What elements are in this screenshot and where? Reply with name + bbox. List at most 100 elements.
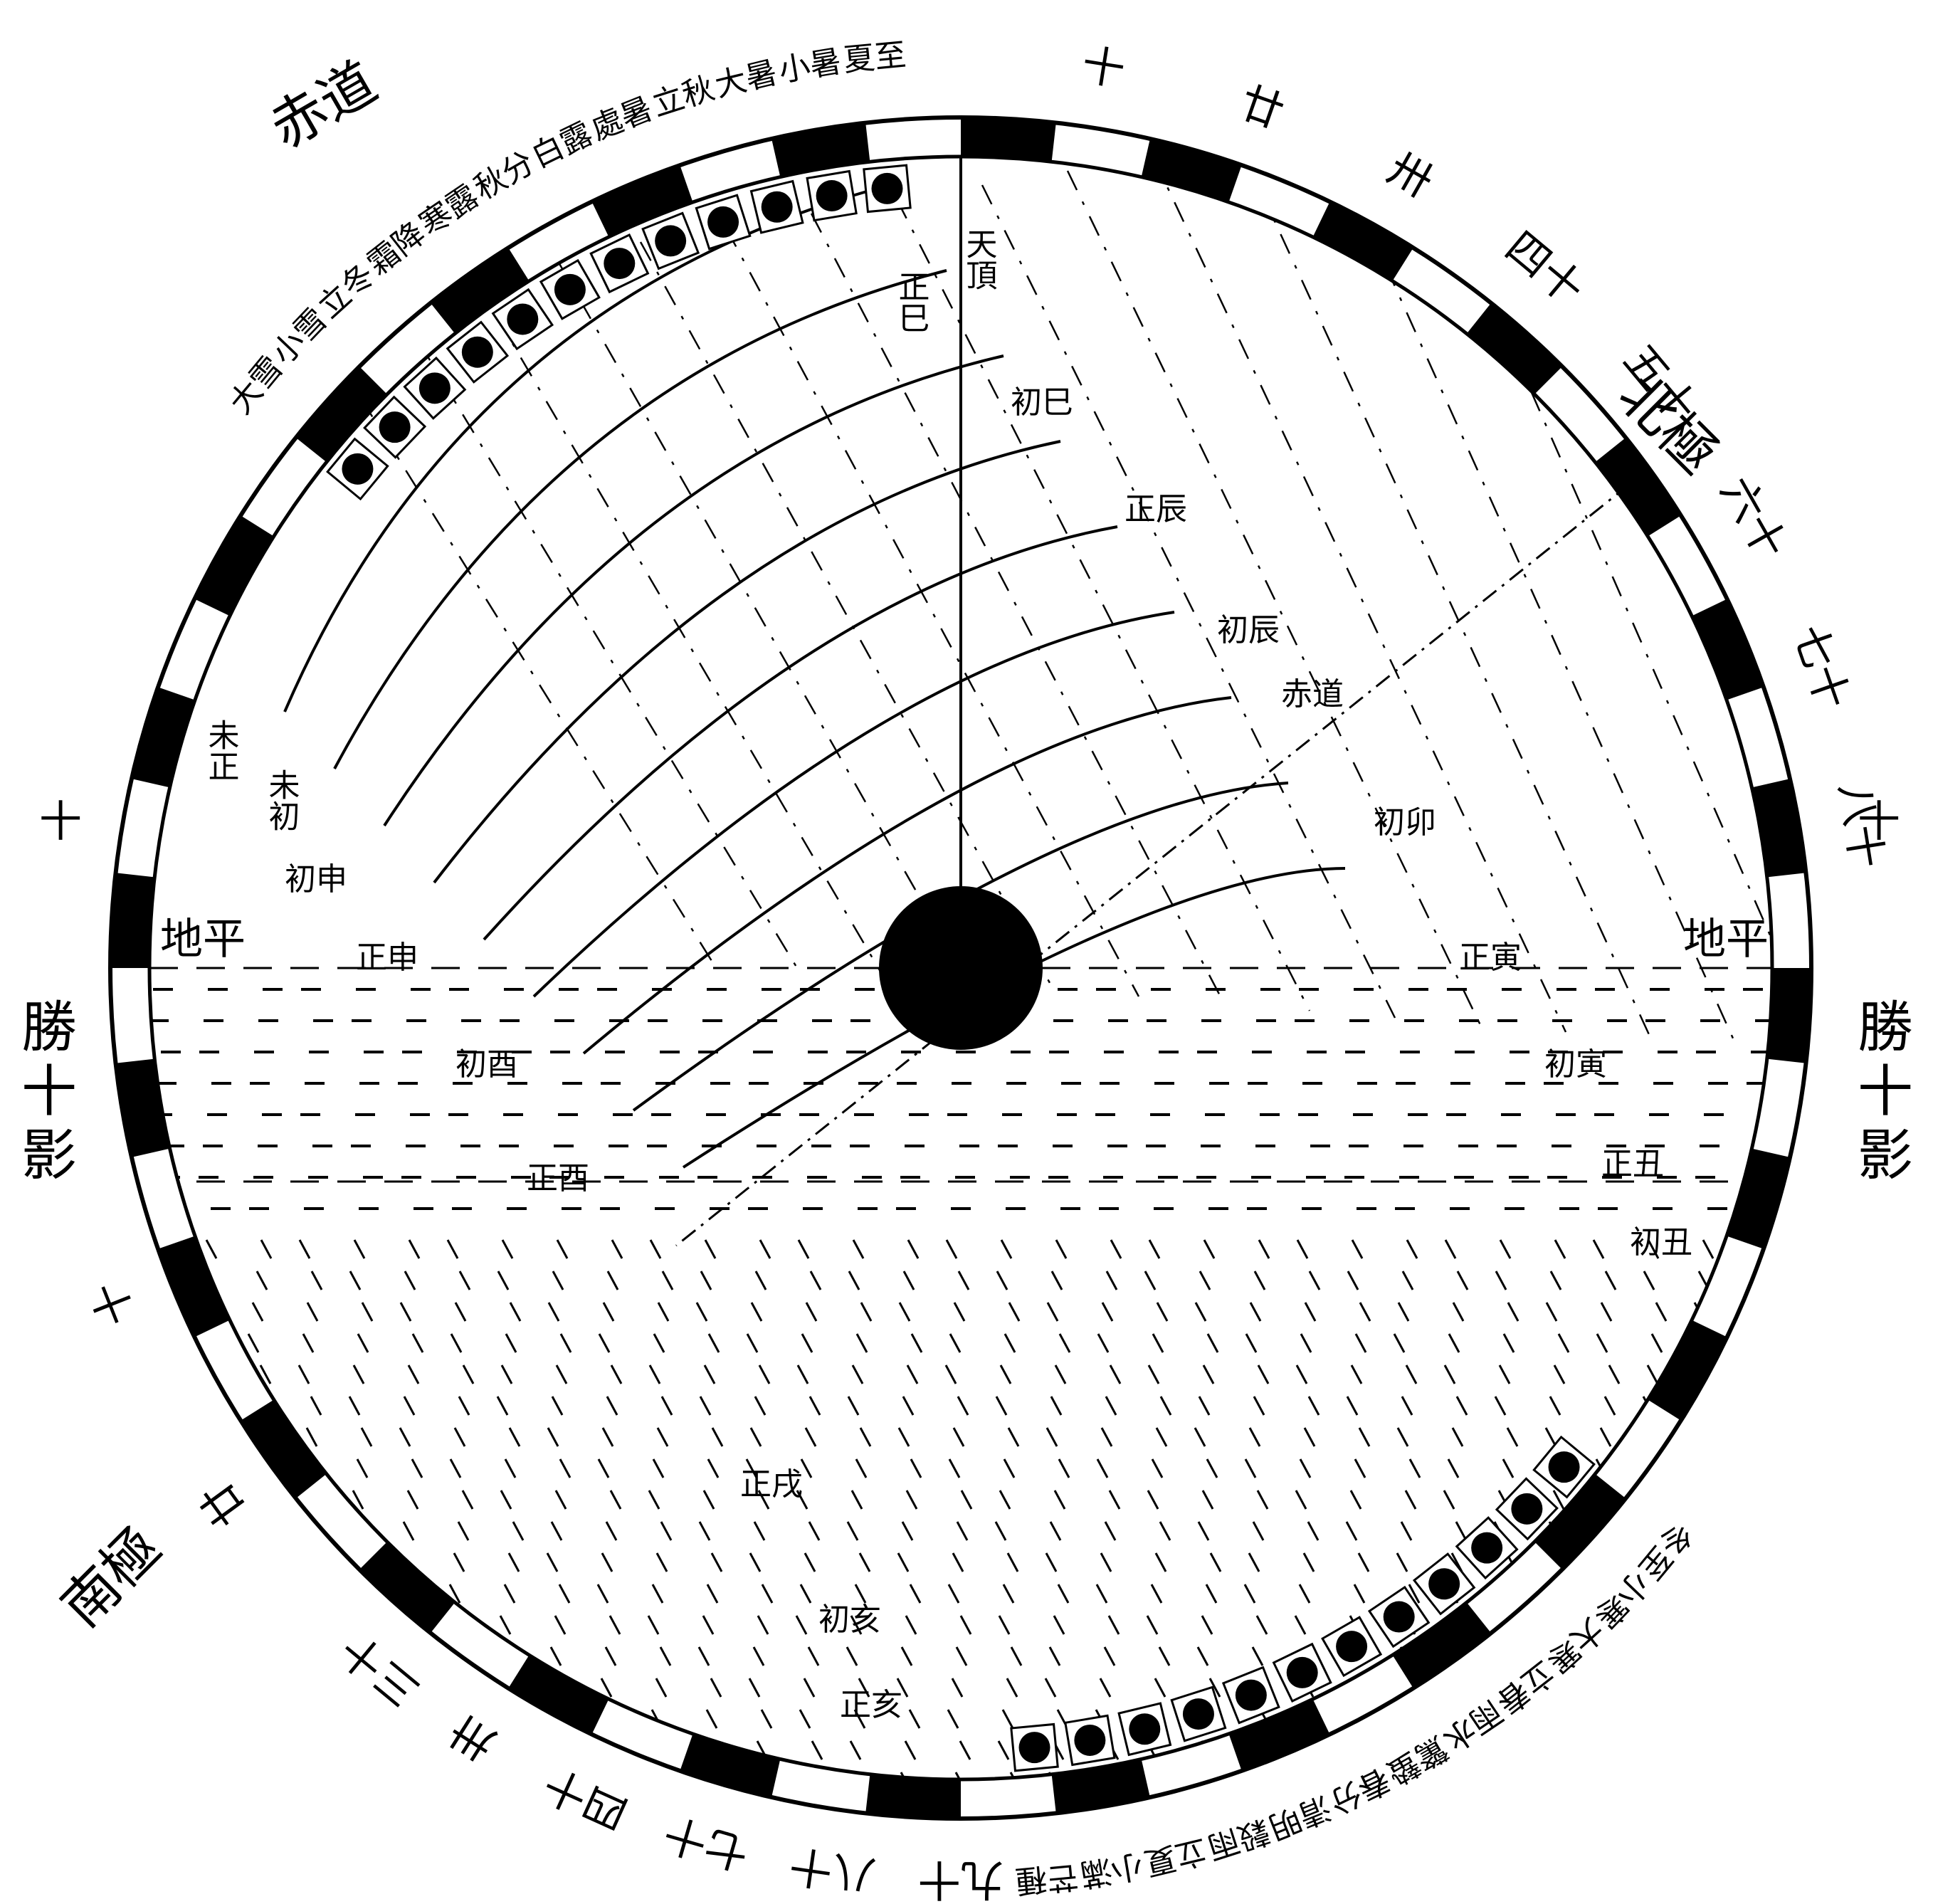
hatch-mark: [1705, 1458, 1717, 1478]
hatch-mark: [406, 1490, 419, 1510]
hatch-mark: [1700, 1615, 1712, 1635]
hatch-mark: [399, 1302, 412, 1322]
hour-label-you-zheng: 正酉: [527, 1160, 589, 1196]
hatch-mark: [1756, 1364, 1769, 1384]
solar-term-label: 驚蟄: [1381, 1729, 1453, 1792]
hatch-mark: [457, 1521, 470, 1541]
solar-term-dot: [1383, 1601, 1415, 1633]
hatch-mark: [357, 1333, 369, 1353]
hatch-mark: [461, 1490, 474, 1510]
hour-label-xu-zheng: 正戌: [740, 1466, 803, 1503]
solar-term-label: 白露: [526, 115, 598, 175]
hour-label-hai-chu: 初亥: [818, 1601, 881, 1638]
hatch-mark: [1545, 1302, 1558, 1322]
hatch-mark: [1201, 1490, 1214, 1510]
hatch-mark: [754, 1271, 767, 1290]
hatch-mark: [853, 1709, 866, 1729]
hatch-mark: [361, 1302, 374, 1322]
hatch-mark: [799, 1584, 812, 1604]
hatch-mark: [1655, 1302, 1668, 1322]
hatch-mark: [1645, 1490, 1658, 1510]
hatch-mark: [353, 1239, 366, 1259]
hatch-mark: [795, 1615, 808, 1635]
hatch-mark: [1205, 1584, 1218, 1604]
hatch-mark: [908, 1709, 921, 1729]
hour-label-wei-chu: 未初: [263, 769, 300, 831]
hatch-mark: [700, 1271, 712, 1290]
hatch-mark: [1747, 1552, 1759, 1572]
hatch-mark: [1408, 1458, 1421, 1478]
hatch-mark: [651, 1584, 664, 1604]
hatch-mark: [910, 1333, 923, 1353]
hatch-mark: [1158, 1646, 1171, 1666]
hatch-mark: [945, 1239, 958, 1259]
hatch-mark: [1009, 1772, 1022, 1779]
hatch-mark: [1393, 1333, 1406, 1353]
hatch-mark: [550, 1521, 563, 1541]
hour-line: [383, 284, 799, 969]
hatch-mark: [1046, 1302, 1059, 1322]
hatch-mark: [1000, 1239, 1013, 1259]
hatch-mark: [1045, 1552, 1058, 1572]
hatch-mark: [1308, 1271, 1321, 1290]
hatch-mark: [1202, 1364, 1215, 1384]
rim-segment: [1692, 599, 1764, 700]
hatch-mark: [498, 1740, 511, 1760]
hatch-mark: [1307, 1396, 1320, 1416]
hatch-mark: [1695, 1772, 1707, 1779]
hatch-mark: [500, 1364, 513, 1384]
hatch-mark: [1156, 1302, 1169, 1322]
hatch-mark: [702, 1490, 715, 1510]
hatch-mark: [253, 1772, 265, 1779]
hatch-mark: [1748, 1302, 1761, 1322]
hatch-mark: [1606, 1740, 1618, 1760]
hatch-mark: [994, 1521, 1007, 1541]
dial-rim: [108, 115, 1813, 1821]
hatch-mark: [1603, 1396, 1616, 1416]
hatch-mark: [703, 1364, 716, 1384]
hatch-mark: [1405, 1364, 1418, 1384]
hatch-mark: [1692, 1427, 1705, 1447]
hatch-mark: [653, 1333, 665, 1353]
hatch-mark: [609, 1615, 621, 1635]
hatch-mark: [705, 1709, 718, 1729]
hatch-mark: [957, 1271, 970, 1290]
hatch-mark: [1508, 1772, 1521, 1779]
solar-term-label: 處暑: [586, 90, 658, 147]
rim-segment: [1648, 1320, 1727, 1421]
hatch-mark: [1602, 1646, 1615, 1666]
hatch-mark: [809, 1396, 821, 1416]
hatch-mark: [660, 1396, 673, 1416]
hatch-mark: [811, 1740, 823, 1760]
hatch-mark: [1751, 1521, 1764, 1541]
hour-label-equator-mark: 赤道: [1281, 676, 1344, 712]
hatch-mark: [1305, 1772, 1318, 1779]
declination-arc: [333, 269, 947, 769]
hatch-mark: [753, 1521, 766, 1541]
hatch-mark: [1754, 1740, 1766, 1760]
hatch-mark: [1357, 1552, 1370, 1572]
hatch-mark: [312, 1615, 325, 1635]
hatch-mark: [354, 1709, 367, 1729]
hatch-mark: [907, 1239, 920, 1259]
rim-segment: [1595, 437, 1681, 537]
hatch-mark: [997, 1740, 1010, 1760]
hatch-mark: [953, 1302, 966, 1322]
hatch-mark: [646, 1740, 659, 1760]
hatch-mark: [554, 1490, 567, 1510]
hatch-mark: [1752, 1396, 1764, 1416]
hatch-mark: [1302, 1552, 1315, 1572]
hatch-mark: [657, 1302, 670, 1322]
rim-segment: [131, 687, 195, 788]
hatch-mark: [250, 1552, 263, 1572]
hatch-mark: [1045, 1427, 1058, 1447]
hatch-mark: [1351, 1239, 1364, 1259]
hatch-mark: [1647, 1239, 1660, 1259]
polar-axis-line: [675, 483, 1631, 1247]
hatch-mark: [598, 1333, 611, 1353]
degree-label: 三十: [332, 1624, 429, 1716]
solar-term-dot: [655, 225, 687, 257]
hour-label-noon: 天頂: [961, 228, 997, 290]
hatch-mark: [209, 1333, 221, 1353]
hatch-mark: [310, 1396, 322, 1416]
